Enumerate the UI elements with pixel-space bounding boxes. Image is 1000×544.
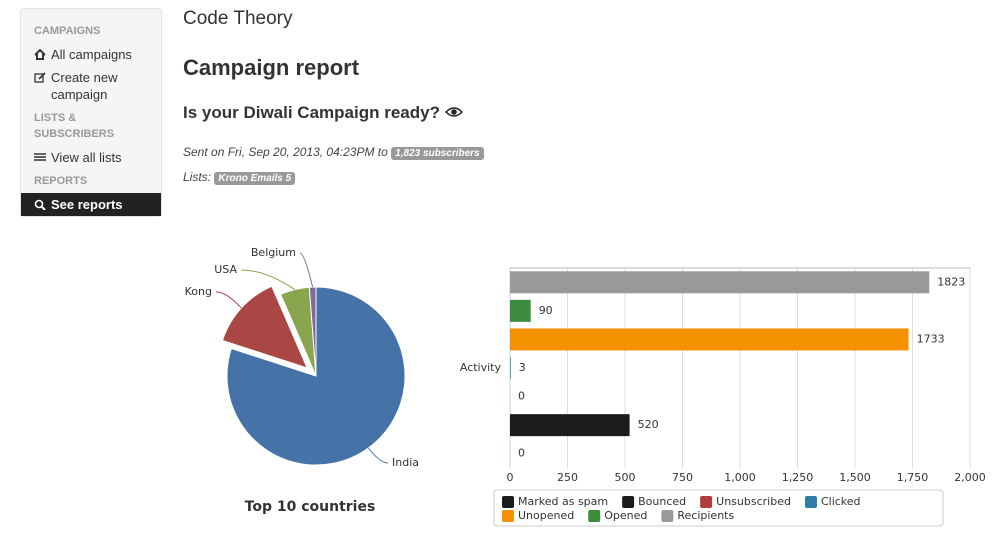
legend-swatch (588, 510, 601, 522)
value-label: 520 (638, 418, 659, 431)
x-tick-label: 1,000 (724, 471, 756, 484)
legend-swatch (502, 510, 514, 522)
nav-heading: REPORTS (34, 175, 88, 187)
bar (510, 414, 630, 437)
value-label: 1733 (917, 332, 945, 345)
pie-connector (215, 291, 242, 309)
bar (510, 271, 930, 294)
campaign-title: Is your Diwali Campaign ready? (183, 103, 440, 122)
sent-text: Sent on Fri, Sep 20, 2013, 04:23PM to (183, 145, 388, 159)
pie-label: USA (214, 263, 237, 276)
brand[interactable]: Code Theory (183, 8, 293, 29)
legend-swatch (804, 496, 817, 508)
lists-line: Lists: Krono Emails 5 (183, 170, 296, 185)
x-tick-label: 1,500 (839, 471, 871, 484)
bar (510, 328, 909, 351)
bar (510, 299, 531, 322)
legend-swatch (622, 496, 635, 508)
nav-label: See reports (51, 197, 123, 212)
page-title: Campaign report (183, 55, 360, 80)
pie-label: Kong (185, 285, 212, 298)
legend-box (493, 489, 944, 527)
x-tick-label: 1,250 (782, 471, 814, 484)
value-label: 90 (539, 304, 553, 317)
pie-label: Belgium (251, 246, 296, 259)
nav-label: View all lists (51, 150, 122, 165)
y-category-label: Activity (460, 361, 502, 374)
legend-label[interactable]: Clicked (821, 495, 861, 508)
nav-label: All campaigns (51, 47, 132, 62)
list-icon (34, 153, 46, 161)
campaign-name: Is your Diwali Campaign ready? (183, 103, 463, 123)
x-tick-label: 0 (507, 471, 514, 484)
pie-title: Top 10 countries (245, 499, 376, 515)
pie-label: India (392, 456, 419, 469)
pie-connector (367, 447, 389, 464)
home-icon (34, 49, 46, 60)
zoom-icon (34, 199, 46, 210)
edit-icon (34, 72, 46, 83)
value-label: 1823 (937, 275, 965, 288)
nav-item[interactable]: All campaigns (21, 43, 161, 66)
sent-line: Sent on Fri, Sep 20, 2013, 04:23PM to 1,… (183, 145, 484, 160)
subscribers-badge: 1,823 subscribers (391, 147, 484, 160)
legend-swatch (661, 510, 674, 522)
pie-slice (308, 286, 317, 377)
x-tick-label: 2,000 (954, 471, 986, 484)
eye-icon[interactable] (444, 106, 463, 118)
legend-label[interactable]: Opened (604, 509, 647, 522)
x-tick-label: 250 (557, 471, 578, 484)
lists-label: Lists: (183, 170, 212, 184)
x-tick-label: 1,750 (897, 471, 929, 484)
legend-label[interactable]: Marked as spam (518, 495, 608, 508)
nav-item[interactable]: See reports (21, 193, 161, 216)
pie-connector (240, 269, 295, 291)
nav-label: Create new campaign (51, 70, 118, 102)
value-label: 0 (518, 447, 525, 460)
legend-label[interactable]: Bounced (638, 495, 686, 508)
x-tick-label: 500 (615, 471, 636, 484)
list-badge: Krono Emails 5 (214, 172, 296, 185)
value-label: 0 (518, 390, 525, 403)
bar (510, 357, 511, 379)
nav-heading: LISTS & SUBSCRIBERS (34, 112, 115, 140)
pie-connector (299, 252, 314, 288)
legend-label[interactable]: Unsubscribed (716, 495, 791, 508)
sidebar: CAMPAIGNS All campaigns Create new campa… (20, 8, 162, 217)
nav-item[interactable]: Create new campaign (21, 66, 161, 106)
nav-heading: CAMPAIGNS (34, 25, 101, 37)
legend-label[interactable]: Unopened (518, 509, 574, 522)
nav-item[interactable]: View all lists (21, 146, 161, 169)
legend-swatch (502, 496, 514, 508)
x-tick-label: 750 (672, 471, 693, 484)
legend-swatch (700, 496, 713, 508)
legend-label[interactable]: Recipients (677, 509, 734, 522)
value-label: 3 (519, 361, 526, 374)
